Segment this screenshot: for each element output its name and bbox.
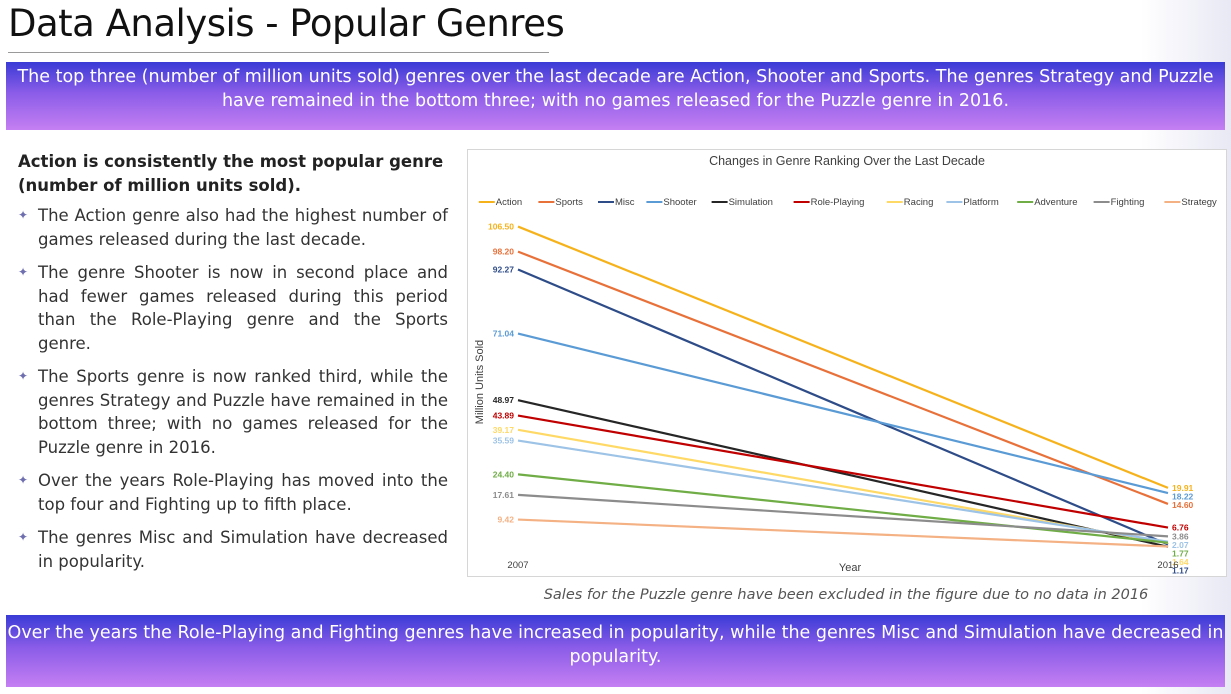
legend-label: Simulation bbox=[729, 197, 773, 208]
data-label: 19.91 bbox=[1172, 483, 1194, 493]
data-label: 39.17 bbox=[493, 425, 515, 435]
insight-text: The Action genre also had the highest nu… bbox=[38, 206, 448, 249]
data-label: 14.60 bbox=[1172, 500, 1194, 510]
chart-title: Changes in Genre Ranking Over the Last D… bbox=[709, 154, 985, 168]
insight-bullet: ✦ The Action genre also had the highest n… bbox=[18, 204, 448, 251]
legend-label: Action bbox=[496, 197, 522, 208]
data-label: 1.17 bbox=[1172, 566, 1189, 576]
legend-label: Adventure bbox=[1034, 197, 1077, 208]
sparkle-icon: ✦ bbox=[18, 473, 29, 487]
insight-text: The genre Shooter is now in second place… bbox=[38, 263, 448, 353]
insight-bullet: ✦ Over the years Role-Playing has moved i… bbox=[18, 469, 448, 516]
data-label: 1.77 bbox=[1172, 549, 1189, 559]
data-label: 35.59 bbox=[493, 436, 515, 446]
series-line bbox=[517, 399, 1169, 548]
page-title: Data Analysis - Popular Genres bbox=[8, 2, 565, 45]
data-label: 9.42 bbox=[497, 515, 514, 525]
insight-bullet: ✦ The genres Misc and Simulation have dec… bbox=[18, 526, 448, 573]
data-label: 98.20 bbox=[493, 247, 515, 257]
chart-caption: Sales for the Puzzle genre have been exc… bbox=[543, 587, 1149, 603]
summary-banner-top: The top three (number of million units s… bbox=[6, 62, 1225, 130]
insight-bullet: ✦ The genre Shooter is now in second plac… bbox=[18, 261, 448, 355]
series-line bbox=[517, 225, 1169, 489]
chart-canvas: Changes in Genre Ranking Over the Last D… bbox=[474, 154, 1217, 576]
insights-panel: Action is consistently the most popular … bbox=[18, 150, 448, 583]
title-divider bbox=[8, 52, 549, 53]
legend-label: Platform bbox=[963, 197, 998, 208]
series-line bbox=[517, 268, 1169, 546]
series-line bbox=[517, 473, 1169, 544]
sparkle-icon: ✦ bbox=[18, 265, 29, 279]
data-label: 17.61 bbox=[493, 490, 515, 500]
series-line bbox=[517, 493, 1169, 538]
data-label: 18.22 bbox=[1172, 492, 1194, 502]
insight-text: The genres Misc and Simulation have decr… bbox=[38, 528, 448, 571]
data-label: 3.86 bbox=[1172, 531, 1189, 541]
legend-label: Fighting bbox=[1111, 197, 1145, 208]
series-line bbox=[517, 518, 1169, 548]
y-axis-title: Million Units Sold bbox=[474, 340, 486, 424]
data-label: 1.64 bbox=[1172, 557, 1189, 567]
series-line bbox=[517, 332, 1169, 495]
insight-text: The Sports genre is now ranked third, wh… bbox=[38, 367, 448, 457]
series-line bbox=[517, 439, 1169, 543]
series-line bbox=[517, 250, 1169, 505]
data-label: 71.04 bbox=[493, 329, 515, 339]
legend-label: Sports bbox=[555, 197, 583, 208]
sparkle-icon: ✦ bbox=[18, 530, 29, 544]
legend-label: Misc bbox=[615, 197, 635, 208]
legend-label: Role-Playing bbox=[811, 197, 865, 208]
data-label: 6.76 bbox=[1172, 523, 1189, 533]
data-label: 92.27 bbox=[493, 265, 515, 275]
x-tick-label: 2007 bbox=[507, 560, 528, 571]
data-label: 2.07 bbox=[1172, 540, 1189, 550]
insight-bullet: ✦ The Sports genre is now ranked third, w… bbox=[18, 365, 448, 459]
x-axis-title: Year bbox=[839, 562, 862, 574]
x-tick-label: 2016 bbox=[1157, 560, 1178, 571]
data-label: 0.50 bbox=[1172, 574, 1189, 576]
insights-heading: Action is consistently the most popular … bbox=[18, 152, 444, 195]
insight-text: Over the years Role-Playing has moved in… bbox=[38, 471, 448, 514]
data-label: 24.40 bbox=[493, 469, 515, 479]
legend-label: Shooter bbox=[663, 197, 696, 208]
sparkle-icon: ✦ bbox=[18, 208, 29, 222]
data-label: 43.89 bbox=[493, 411, 515, 421]
sparkle-icon: ✦ bbox=[18, 369, 29, 383]
genre-ranking-chart: Changes in Genre Ranking Over the Last D… bbox=[467, 149, 1227, 577]
legend-label: Racing bbox=[904, 197, 934, 208]
legend-label: Strategy bbox=[1181, 197, 1217, 208]
summary-banner-bottom: Over the years the Role-Playing and Figh… bbox=[6, 615, 1225, 687]
series-line bbox=[517, 414, 1169, 529]
data-label: 48.97 bbox=[493, 395, 515, 405]
data-label: 106.50 bbox=[488, 222, 514, 232]
